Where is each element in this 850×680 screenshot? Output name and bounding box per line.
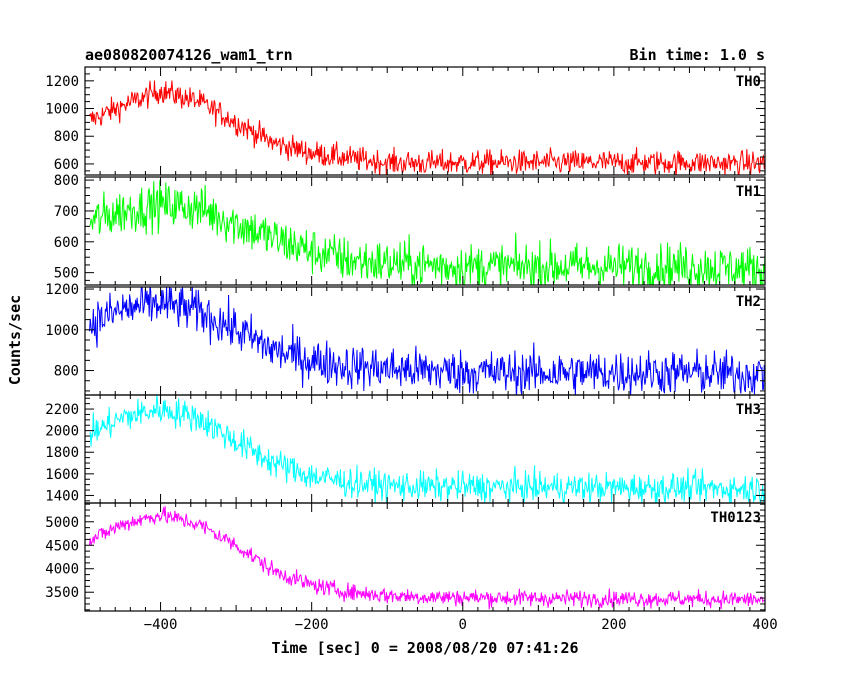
y-tick-label: 1000	[45, 102, 79, 118]
panel-frame	[84, 176, 766, 286]
bin-time-label: Bin time: 1.0 s	[630, 46, 765, 64]
series-line-th1	[89, 180, 765, 285]
y-axis-label: Counts/sec	[6, 295, 24, 385]
panel-th0: 600 800 1000 1200 TH0	[45, 66, 766, 176]
x-tick-label: 0	[459, 617, 467, 633]
y-tick-label: 600	[54, 157, 79, 173]
series-line-th3	[89, 395, 765, 503]
y-tick-label: 4000	[45, 562, 79, 578]
panel-label: TH1	[736, 184, 761, 200]
y-tick-label: 1800	[45, 445, 79, 461]
y-tick-label: 3500	[45, 585, 79, 601]
panel-label: TH0123	[710, 510, 761, 526]
chart-title: ae080820074126_wam1_trn	[85, 46, 293, 64]
x-tick-label: −200	[295, 617, 329, 633]
panel-th1: 500 600 700 800 TH1	[54, 173, 766, 286]
x-tick-label: 400	[752, 617, 777, 633]
y-tick-label: 1600	[45, 467, 79, 483]
y-tick-label: 2000	[45, 424, 79, 440]
panel-label: TH0	[736, 74, 761, 90]
y-tick-label: 4500	[45, 538, 79, 554]
y-tick-label: 1000	[45, 323, 79, 339]
y-tick-label: 500	[54, 266, 79, 282]
y-tick-label: 800	[54, 364, 79, 380]
y-tick-label: 5000	[45, 515, 79, 531]
x-tick-label: −400	[144, 617, 178, 633]
panel-label: TH3	[736, 402, 761, 418]
y-tick-label: 1400	[45, 488, 79, 504]
x-axis-label: Time [sec] 0 = 2008/08/20 07:41:26	[271, 639, 578, 657]
y-tick-label: 1200	[45, 74, 79, 90]
panel-th2: 800 1000 1200 TH2	[45, 282, 766, 396]
series-line-th2	[89, 287, 765, 395]
y-tick-label: 2200	[45, 402, 79, 418]
y-tick-label: 800	[54, 129, 79, 145]
series-line-th0	[89, 80, 765, 175]
panel-label: TH2	[736, 294, 761, 310]
panel-th0123: 3500 4000 4500 5000 TH0123	[45, 502, 766, 612]
panel-th3: 1400 1600 1800 2000 2200 TH3	[45, 394, 766, 504]
panel-frame	[84, 66, 766, 176]
x-tick-label: 200	[601, 617, 626, 633]
series-line-th0123	[89, 506, 765, 610]
y-tick-label: 600	[54, 235, 79, 251]
y-tick-label: 1200	[45, 282, 79, 298]
y-tick-label: 800	[54, 173, 79, 189]
y-tick-label: 700	[54, 204, 79, 220]
